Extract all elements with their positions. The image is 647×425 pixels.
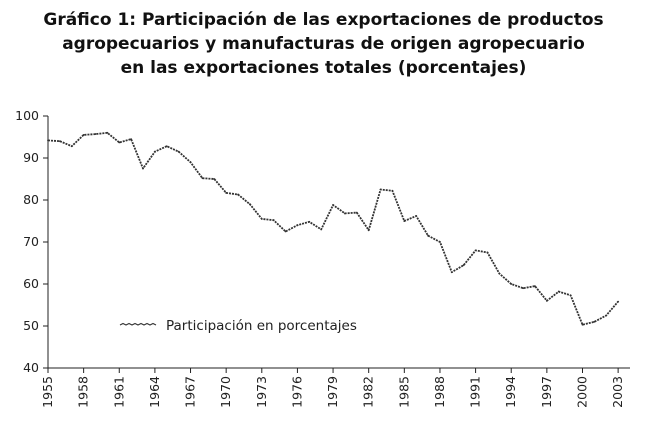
y-tick-label: 50 [23,318,39,333]
data-point [272,219,275,222]
x-tick-label: 1973 [254,376,269,408]
data-point [498,272,501,275]
chart-title-line-1: Gráfico 1: Participación de las exportac… [43,10,604,30]
y-tick-label: 90 [23,150,39,165]
data-point [569,294,572,297]
x-tick-label: 1991 [468,376,483,408]
data-point [82,134,85,136]
x-tick-label: 1961 [111,376,126,408]
data-point [213,178,216,180]
x-tick-label: 2000 [574,376,589,408]
data-point [439,241,441,243]
y-tick-label: 80 [23,192,39,207]
x-tick-label: 1958 [76,376,91,408]
x-tick-label: 1982 [361,376,376,408]
chart-title-line-3: en las exportaciones totales (porcentaje… [120,58,527,78]
data-point [391,189,394,192]
data-point [118,141,121,144]
data-point [403,220,406,222]
data-point [189,161,192,164]
legend-label: Participación en porcentajes [166,318,357,334]
data-point [284,230,287,233]
data-point [450,271,453,274]
data-point [260,218,263,220]
chart-title: Gráfico 1: Participación de las exportac… [0,8,647,80]
legend: Participación en porcentajes [119,318,357,334]
x-tick-label: 1970 [218,376,233,408]
data-point [201,177,204,180]
data-point [522,287,525,290]
y-tick-label: 60 [23,276,39,291]
x-tick-label: 1988 [432,376,447,408]
y-tick-label: 100 [15,108,39,123]
y-tick-label: 70 [23,234,39,249]
data-point [225,191,228,194]
data-point [545,299,548,302]
data-point [94,133,97,135]
data-point [308,220,311,223]
legend-swatch [119,322,157,326]
data-point [415,215,418,217]
data-point [237,193,239,196]
series-layer [47,131,620,326]
y-tick-label: 40 [23,360,39,375]
x-tick-label: 1985 [396,376,411,408]
data-point [142,167,144,170]
data-point [617,300,620,303]
data-point [367,229,370,232]
data-point [474,249,477,252]
x-tick-label: 1955 [40,376,55,408]
data-point [332,204,334,206]
data-point [462,264,465,266]
data-point [177,150,180,153]
data-point [320,228,323,231]
data-point [130,138,133,141]
x-tick-label: 1967 [183,376,198,408]
data-point [296,224,299,227]
data-point [58,140,61,143]
x-tick-label: 1976 [289,376,304,408]
x-tick-label: 1979 [325,376,340,408]
x-tick-label: 2003 [610,376,625,408]
x-tick-label: 1994 [503,376,518,408]
data-point [344,212,346,215]
data-point [355,211,358,214]
data-point [581,323,584,326]
data-point [47,139,49,142]
data-point [379,188,382,191]
x-tick-label: 1964 [147,376,162,408]
chart-title-line-2: agropecuarios y manufacturas de origen a… [62,34,585,54]
data-point [427,234,429,237]
data-point [557,290,560,293]
data-point [605,314,608,317]
data-point [106,131,109,134]
series-line [47,131,619,326]
data-point [534,285,536,287]
x-tick-label: 1997 [539,376,554,408]
data-point [249,203,251,206]
axes: 40 50 60 70 80 90 100 1955 1958 1961 1964 1967 1970 1… [15,108,630,408]
data-point [153,150,156,153]
data-point [593,320,596,323]
data-point [70,145,73,148]
data-point [486,251,489,254]
data-point [165,145,168,148]
data-point [510,283,513,285]
